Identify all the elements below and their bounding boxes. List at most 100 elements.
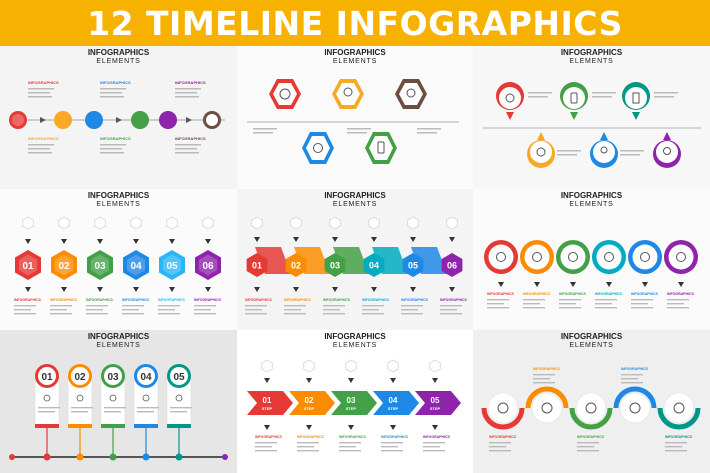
hexagon-inner (18, 254, 38, 276)
step-label: INFOGRAPHICS (122, 298, 150, 302)
text-placeholder-line (440, 305, 462, 307)
text-placeholder-line (665, 446, 682, 448)
step-circle (487, 392, 519, 424)
hexagon-inner (126, 254, 146, 276)
hexagon-inner (90, 254, 110, 276)
hexagon-step-5 (365, 132, 397, 164)
step-label: INFOGRAPHICS (523, 292, 551, 296)
icon-glyph (640, 252, 650, 262)
step-number: 04 (369, 261, 379, 271)
text-placeholder-line (71, 411, 88, 413)
step-word: STEP (388, 406, 399, 411)
text-placeholder-line (559, 299, 581, 301)
text-placeholder-line (245, 313, 267, 315)
panel-numbered-chevrons: INFOGRAPHICS ELEMENTS 01 INFOGRAPHICS 02 INF… (237, 189, 473, 330)
infographic-grid: INFOGRAPHICS ELEMENTS INFOGRAPHICS INFOGR… (0, 46, 710, 473)
text-placeholder-line (665, 450, 687, 452)
icon-glyph (585, 402, 597, 414)
step-number: 01 (252, 261, 262, 271)
step-label: INFOGRAPHICS (255, 435, 283, 439)
step-number: 03 (94, 261, 106, 272)
text-placeholder-line (621, 378, 638, 380)
ribbon-arc (525, 386, 569, 409)
text-placeholder-line (381, 442, 403, 444)
arrow-down-icon (133, 287, 139, 292)
arrow-down-icon (264, 378, 270, 383)
text-placeholder-line (170, 411, 187, 413)
arrow-step (247, 391, 293, 415)
text-placeholder-line (137, 411, 154, 413)
arrow-down-icon (449, 287, 455, 292)
icon-glyph (676, 252, 686, 262)
icon-glyph (604, 252, 614, 262)
icon-hexagon (251, 216, 263, 230)
text-placeholder-line (339, 450, 361, 452)
step-circle-6 (203, 111, 221, 129)
panel-arrow-steps: INFOGRAPHICS ELEMENTS 01 STEP INFOGRAPHICS 0… (237, 330, 473, 473)
step-word: STEP (262, 406, 273, 411)
step-label: INFOGRAPHICS (28, 80, 59, 85)
arrow-down-icon (25, 239, 31, 244)
step-circle (619, 392, 651, 424)
text-placeholder-line (595, 307, 617, 309)
step-number: 03 (347, 396, 356, 405)
ribbon-arc (481, 407, 525, 430)
step-label: INFOGRAPHICS (100, 80, 131, 85)
step-label: INFOGRAPHICS (158, 298, 186, 302)
text-placeholder-line (440, 309, 457, 311)
step-circle-4 (131, 111, 149, 129)
number-hexagon (246, 253, 268, 277)
text-placeholder-line (595, 303, 612, 305)
text-placeholder-line (137, 407, 159, 409)
arrow-step (415, 391, 461, 415)
number-hexagon (402, 253, 424, 277)
step-label: INFOGRAPHICS (577, 435, 605, 439)
icon-hexagon (429, 359, 441, 373)
icon-glyph (541, 402, 553, 414)
step-label: INFOGRAPHICS (667, 292, 695, 296)
text-placeholder-line (122, 305, 144, 307)
number-circle-inner (38, 367, 56, 385)
number-hexagon (15, 250, 41, 280)
text-placeholder-line (86, 313, 108, 315)
text-placeholder-line (104, 407, 126, 409)
step-label: INFOGRAPHICS (100, 136, 131, 141)
text-placeholder-line (487, 303, 504, 305)
step-label: INFOGRAPHICS (381, 435, 409, 439)
text-placeholder-line (122, 309, 139, 311)
bottom-circle-2 (590, 140, 618, 168)
icon-glyph (109, 394, 117, 402)
text-placeholder-line (667, 307, 689, 309)
step-number: 01 (263, 396, 272, 405)
arrow-down-icon (371, 287, 377, 292)
arrow-down-icon (348, 425, 354, 430)
arrow-step (331, 391, 377, 415)
step-label: INFOGRAPHICS (28, 136, 59, 141)
arrow-down-icon (25, 287, 31, 292)
ring-inner (596, 244, 622, 270)
text-placeholder-line (665, 442, 687, 444)
step-label: INFOGRAPHICS (245, 298, 273, 302)
icon-hexagon (329, 216, 341, 230)
text-placeholder-line (71, 407, 93, 409)
number-hexagon (441, 253, 463, 277)
arrow-down-icon (498, 282, 504, 287)
arrow-down-icon (61, 287, 67, 292)
text-placeholder-line (362, 309, 379, 311)
hexagon-step-4 (302, 132, 334, 164)
axis-end-dot (222, 454, 228, 460)
text-placeholder-line (194, 313, 216, 315)
step-word: STEP (304, 406, 315, 411)
card-footer (167, 424, 191, 428)
text-placeholder-line (14, 305, 36, 307)
step-number: 06 (202, 261, 214, 272)
arrow-down-icon (390, 378, 396, 383)
arrow-down-icon (432, 425, 438, 430)
text-placeholder-line (339, 446, 356, 448)
icon-glyph (76, 394, 84, 402)
ribbon-arc (657, 407, 701, 430)
ring-inner (632, 244, 658, 270)
text-placeholder-line (631, 307, 653, 309)
title-banner: 12 TIMELINE INFOGRAPHICS (0, 0, 710, 46)
step-label: INFOGRAPHICS (489, 435, 517, 439)
